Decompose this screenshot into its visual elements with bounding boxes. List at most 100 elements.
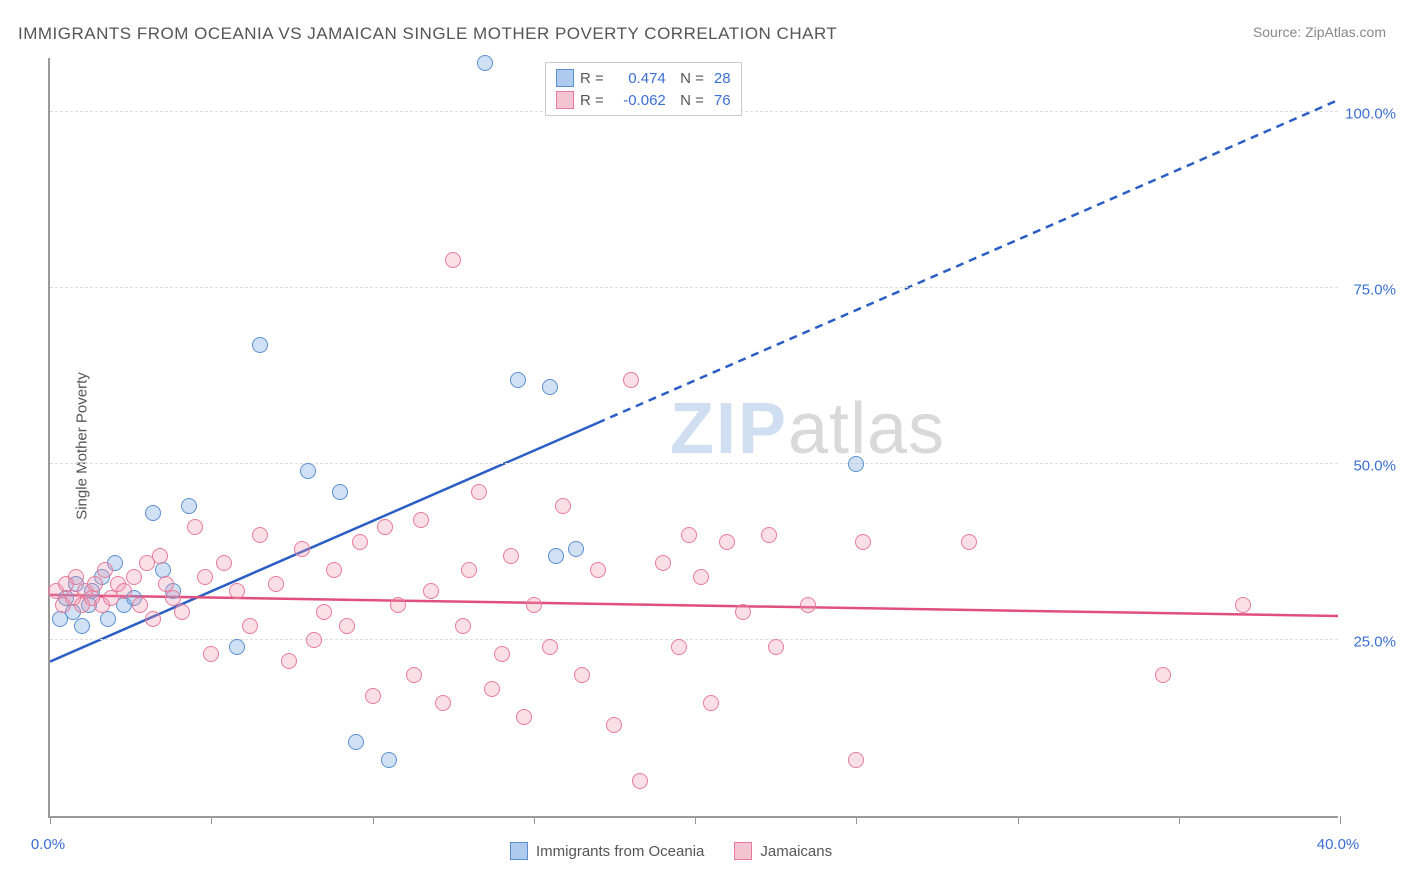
scatter-point-jamaicans	[423, 583, 439, 599]
scatter-point-jamaicans	[97, 562, 113, 578]
x-tick	[211, 816, 212, 824]
scatter-point-jamaicans	[761, 527, 777, 543]
scatter-point-oceania	[145, 505, 161, 521]
x-tick	[1018, 816, 1019, 824]
chart-title: IMMIGRANTS FROM OCEANIA VS JAMAICAN SING…	[18, 24, 837, 44]
scatter-point-jamaicans	[471, 484, 487, 500]
scatter-point-oceania	[568, 541, 584, 557]
watermark-atlas: atlas	[788, 389, 945, 469]
scatter-point-jamaicans	[516, 709, 532, 725]
legend-r-label: R =	[580, 70, 604, 87]
legend-item-oceania: Immigrants from Oceania	[510, 842, 704, 860]
scatter-point-jamaicans	[542, 639, 558, 655]
scatter-point-jamaicans	[339, 618, 355, 634]
scatter-point-jamaicans	[316, 604, 332, 620]
y-tick-label: 75.0%	[1353, 282, 1396, 299]
scatter-point-oceania	[332, 484, 348, 500]
x-tick	[1340, 816, 1341, 824]
scatter-point-jamaicans	[116, 583, 132, 599]
source-label: Source: ZipAtlas.com	[1253, 24, 1386, 40]
scatter-point-jamaicans	[406, 667, 422, 683]
scatter-point-jamaicans	[377, 519, 393, 535]
scatter-point-jamaicans	[252, 527, 268, 543]
scatter-point-jamaicans	[623, 372, 639, 388]
scatter-point-jamaicans	[68, 569, 84, 585]
scatter-point-jamaicans	[268, 576, 284, 592]
legend-label-jamaicans: Jamaicans	[760, 843, 832, 860]
plot-area: ZIPatlas R =0.474 N =28R =-0.062 N =76 I…	[48, 58, 1338, 818]
legend-swatch-jamaicans	[734, 842, 752, 860]
x-tick	[50, 816, 51, 824]
scatter-point-jamaicans	[126, 569, 142, 585]
scatter-point-jamaicans	[800, 597, 816, 613]
scatter-point-jamaicans	[671, 639, 687, 655]
scatter-point-oceania	[348, 734, 364, 750]
scatter-point-oceania	[181, 498, 197, 514]
legend-r-value-oceania: 0.474	[610, 70, 666, 87]
scatter-point-jamaicans	[187, 519, 203, 535]
x-tick-label: 0.0%	[31, 836, 65, 853]
scatter-point-jamaicans	[632, 773, 648, 789]
scatter-point-jamaicans	[681, 527, 697, 543]
gridline	[50, 639, 1338, 640]
legend-row-jamaicans: R =-0.062 N =76	[556, 89, 731, 111]
scatter-point-oceania	[848, 456, 864, 472]
scatter-point-jamaicans	[294, 541, 310, 557]
scatter-point-jamaicans	[165, 590, 181, 606]
scatter-point-jamaicans	[555, 498, 571, 514]
scatter-point-jamaicans	[735, 604, 751, 620]
legend-n-value-oceania: 28	[714, 70, 731, 87]
scatter-point-jamaicans	[445, 252, 461, 268]
scatter-point-oceania	[477, 55, 493, 71]
trendline-oceania	[50, 423, 597, 662]
legend-n-label: N =	[672, 92, 704, 109]
scatter-point-jamaicans	[848, 752, 864, 768]
legend-r-label: R =	[580, 92, 604, 109]
legend-swatch-oceania	[510, 842, 528, 860]
scatter-point-jamaicans	[365, 688, 381, 704]
scatter-point-jamaicans	[503, 548, 519, 564]
series-legend: Immigrants from Oceania Jamaicans	[510, 842, 832, 860]
scatter-point-jamaicans	[242, 618, 258, 634]
x-tick	[695, 816, 696, 824]
scatter-point-jamaicans	[216, 555, 232, 571]
legend-n-value-jamaicans: 76	[714, 92, 731, 109]
scatter-point-jamaicans	[413, 512, 429, 528]
scatter-point-jamaicans	[606, 717, 622, 733]
x-tick	[534, 816, 535, 824]
x-tick	[373, 816, 374, 824]
scatter-point-oceania	[548, 548, 564, 564]
correlation-legend: R =0.474 N =28R =-0.062 N =76	[545, 62, 742, 116]
scatter-point-jamaicans	[719, 534, 735, 550]
scatter-point-jamaicans	[855, 534, 871, 550]
scatter-point-jamaicans	[145, 611, 161, 627]
scatter-point-jamaicans	[352, 534, 368, 550]
scatter-point-oceania	[100, 611, 116, 627]
scatter-point-jamaicans	[229, 583, 245, 599]
gridline	[50, 463, 1338, 464]
scatter-point-jamaicans	[703, 695, 719, 711]
scatter-point-oceania	[510, 372, 526, 388]
scatter-point-jamaicans	[435, 695, 451, 711]
scatter-point-jamaicans	[1235, 597, 1251, 613]
scatter-point-oceania	[381, 752, 397, 768]
scatter-point-jamaicans	[1155, 667, 1171, 683]
scatter-point-jamaicans	[152, 548, 168, 564]
trendline-jamaicans	[50, 595, 1338, 616]
y-tick-label: 100.0%	[1345, 106, 1396, 123]
legend-swatch-oceania	[556, 69, 574, 87]
scatter-point-jamaicans	[655, 555, 671, 571]
scatter-point-jamaicans	[693, 569, 709, 585]
legend-label-oceania: Immigrants from Oceania	[536, 843, 704, 860]
scatter-point-jamaicans	[390, 597, 406, 613]
y-tick-label: 25.0%	[1353, 634, 1396, 651]
legend-swatch-jamaicans	[556, 91, 574, 109]
scatter-point-jamaicans	[768, 639, 784, 655]
scatter-point-jamaicans	[203, 646, 219, 662]
scatter-point-oceania	[74, 618, 90, 634]
scatter-point-jamaicans	[174, 604, 190, 620]
scatter-point-jamaicans	[494, 646, 510, 662]
scatter-point-jamaicans	[526, 597, 542, 613]
scatter-point-jamaicans	[961, 534, 977, 550]
scatter-point-oceania	[252, 337, 268, 353]
